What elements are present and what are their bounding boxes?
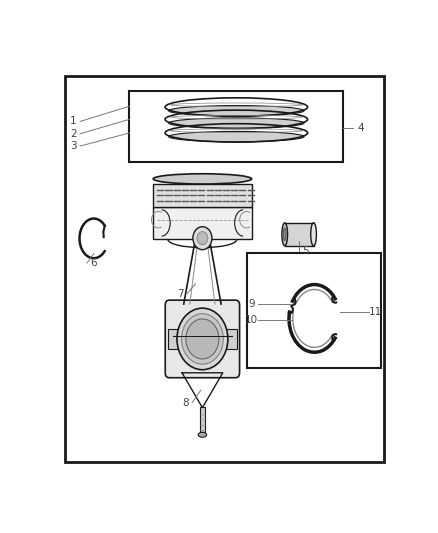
Ellipse shape — [198, 432, 207, 437]
Text: 6: 6 — [91, 258, 97, 268]
Ellipse shape — [169, 132, 304, 142]
Ellipse shape — [169, 106, 304, 116]
Text: 2: 2 — [70, 129, 77, 139]
Text: 7: 7 — [177, 289, 184, 299]
Text: 5: 5 — [303, 246, 309, 256]
Bar — [130, 91, 343, 163]
Bar — [200, 407, 205, 432]
FancyBboxPatch shape — [165, 300, 240, 378]
Text: 11: 11 — [369, 307, 382, 317]
Bar — [153, 207, 251, 239]
Bar — [168, 329, 181, 349]
Ellipse shape — [282, 223, 288, 246]
Ellipse shape — [311, 223, 316, 246]
Circle shape — [177, 308, 228, 370]
Ellipse shape — [283, 228, 286, 240]
Text: 4: 4 — [357, 123, 364, 133]
Bar — [247, 253, 381, 368]
Bar — [224, 329, 237, 349]
Text: 9: 9 — [248, 299, 255, 309]
Text: 1: 1 — [70, 116, 77, 126]
Ellipse shape — [153, 174, 251, 184]
Text: 10: 10 — [245, 316, 258, 326]
Circle shape — [193, 227, 212, 249]
Bar — [153, 184, 251, 207]
Text: 3: 3 — [70, 141, 77, 151]
Circle shape — [197, 232, 208, 245]
Bar — [285, 223, 314, 246]
Text: 8: 8 — [182, 398, 189, 408]
Circle shape — [186, 319, 219, 359]
Circle shape — [181, 314, 223, 364]
Ellipse shape — [169, 118, 304, 128]
